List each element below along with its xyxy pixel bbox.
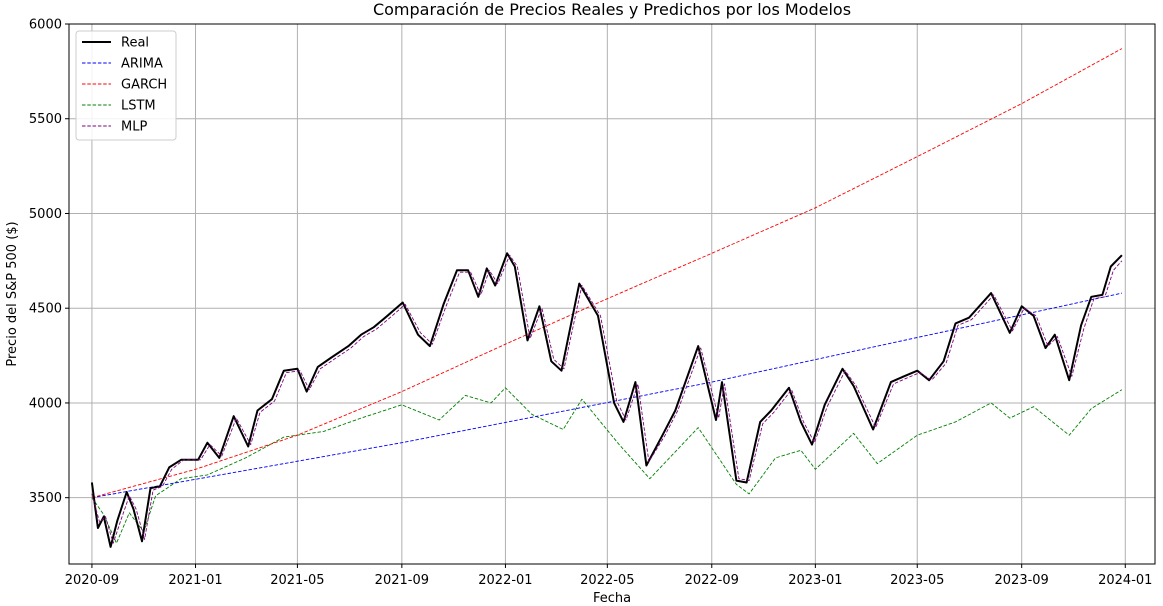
x-tick-label: 2021-01 (168, 573, 222, 588)
legend-label-arima: ARIMA (121, 57, 163, 72)
chart-title: Comparación de Precios Reales y Predicho… (373, 0, 851, 19)
y-tick-label: 4000 (29, 396, 62, 411)
x-tick-label: 2022-05 (580, 573, 634, 588)
x-tick-label: 2020-09 (65, 573, 119, 588)
x-tick-label: 2024-01 (1098, 573, 1152, 588)
x-tick-label: 2023-05 (890, 573, 944, 588)
y-axis-label: Precio del S&P 500 ($) (5, 221, 20, 366)
x-tick-label: 2023-01 (788, 573, 842, 588)
y-tick-label: 5500 (29, 112, 62, 127)
series-line-real (90, 252, 1123, 548)
legend-label-mlp: MLP (121, 120, 147, 135)
series-line-mlp (91, 254, 1123, 544)
series-layer (90, 48, 1123, 548)
legend: Real ARIMA GARCH LSTM MLP (75, 30, 177, 141)
series-line-garch (91, 48, 1123, 499)
y-tick-label: 4500 (29, 302, 62, 317)
legend-label-garch: GARCH (121, 78, 167, 93)
x-tick-label: 2022-09 (685, 573, 739, 588)
legend-frame (75, 30, 177, 141)
y-tick-label: 5000 (29, 207, 62, 222)
x-axis-label: Fecha (593, 591, 631, 606)
x-axis-ticks: 2020-09 2021-01 2021-05 2021-09 2022-01 2022-… (65, 564, 1152, 588)
series-line-arima (91, 292, 1122, 499)
plot-frame (68, 23, 1156, 565)
x-tick-label: 2021-05 (270, 573, 324, 588)
legend-label-real: Real (121, 36, 149, 51)
x-tick-label: 2022-01 (478, 573, 532, 588)
y-axis-ticks: 3500 4000 4500 5000 5500 6000 (29, 18, 69, 506)
series-line-lstm (91, 387, 1123, 544)
x-tick-label: 2023-09 (995, 573, 1049, 588)
y-tick-label: 3500 (29, 491, 62, 506)
y-tick-label: 6000 (29, 18, 62, 33)
x-tick-label: 2021-09 (375, 573, 429, 588)
legend-label-lstm: LSTM (121, 99, 156, 114)
